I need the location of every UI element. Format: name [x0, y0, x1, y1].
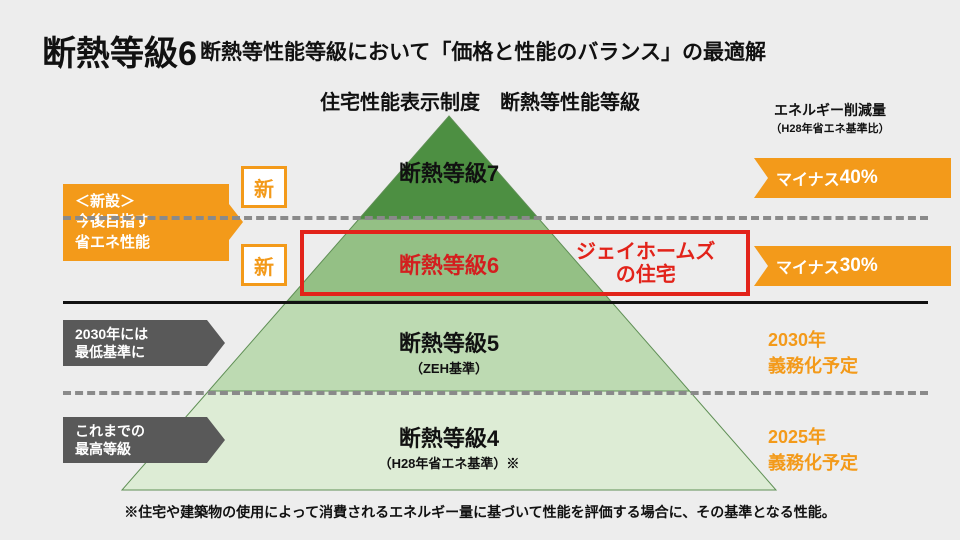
diagram-stage: 断熱等級6 断熱等性能等級において「価格と性能のバランス」の最適解 住宅性能表示…: [0, 0, 960, 540]
left-note-arrow: これまでの最高等級: [63, 417, 207, 463]
energy-reduction-line1: エネルギー削減量: [730, 100, 930, 120]
energy-reduction-tag: マイナス30%: [754, 246, 951, 286]
jhomes-label: ジェイホームズ の住宅: [576, 241, 715, 287]
mandate-year-text: 2025年義務化予定: [768, 423, 858, 475]
new-badge: 新: [241, 244, 287, 286]
left-note-arrow: 2030年には最低基準に: [63, 320, 207, 366]
jhomes-line1: ジェイホームズ: [576, 241, 715, 263]
footnote: ※住宅や建築物の使用によって消費されるエネルギー量に基づいて性能を評価する場合に…: [0, 502, 960, 522]
divider-dash-upper: [63, 216, 928, 220]
jhomes-line2: の住宅: [616, 264, 676, 286]
energy-reduction-tag: マイナス40%: [754, 158, 951, 198]
pyramid-level-label: 断熱等級5（ZEH基準）: [299, 326, 599, 377]
left-new-goal-flag: ＜新設＞今後目指す省エネ性能: [63, 184, 229, 261]
mandate-year-text: 2030年義務化予定: [768, 326, 858, 378]
divider-dash-lower: [63, 391, 928, 395]
pyramid-level-label: 断熱等級7: [299, 156, 599, 188]
divider-solid: [63, 301, 928, 304]
pyramid-level-label: 断熱等級4（H28年省エネ基準）※: [299, 421, 599, 472]
new-badge: 新: [241, 166, 287, 208]
energy-reduction-header: エネルギー削減量 （H28年省エネ基準比）: [730, 100, 930, 136]
energy-reduction-line2: （H28年省エネ基準比）: [730, 120, 930, 136]
